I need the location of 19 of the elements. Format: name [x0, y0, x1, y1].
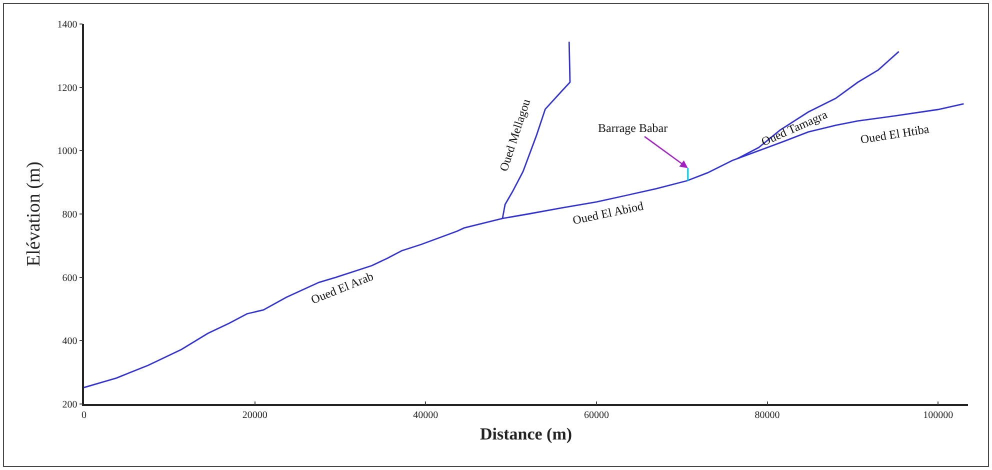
- x-tick-label: 0: [82, 410, 86, 421]
- y-tick-label: 800: [62, 210, 78, 220]
- y-tick-label: 1000: [57, 146, 78, 158]
- annotation: Oued El Arab: [308, 269, 376, 307]
- x-axis-title: Distance (m): [480, 424, 572, 444]
- x-tick-label: 40000: [413, 410, 438, 421]
- annotation: Barrage Babar: [598, 121, 668, 135]
- annotation: Oued El Htiba: [859, 122, 931, 146]
- y-tick-label: 400: [62, 336, 78, 348]
- annotation: Oued El Abiod: [571, 198, 645, 228]
- y-tick-label: 1400: [57, 20, 78, 30]
- y-tick-label: 200: [62, 400, 78, 410]
- x-tick-label: 60000: [584, 410, 609, 421]
- y-tick-label: 1200: [57, 82, 78, 94]
- y-tick-label: 600: [62, 272, 78, 284]
- x-tick-label: 20000: [242, 410, 268, 421]
- x-tick-label: 100000: [923, 410, 954, 421]
- x-tick-label: 80000: [754, 410, 780, 421]
- y-axis-title: Elévation (m): [24, 162, 45, 266]
